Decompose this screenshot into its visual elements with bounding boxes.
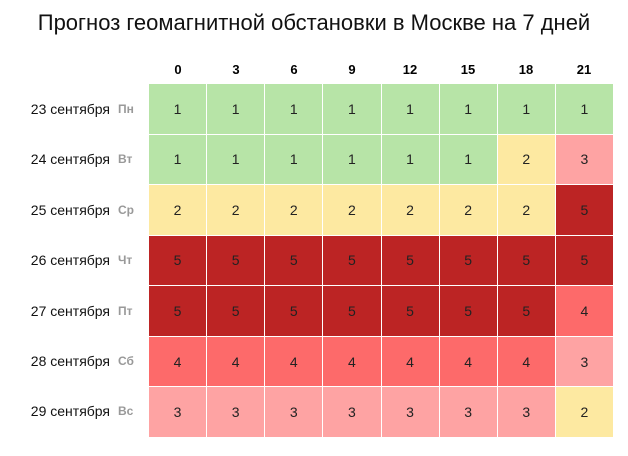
heatmap-cell: 5 <box>497 286 555 336</box>
heatmap-cell: 1 <box>207 134 265 185</box>
weekday-label: Сб <box>118 354 134 368</box>
heatmap-cell: 5 <box>555 185 613 235</box>
weekday-label: Чт <box>118 253 133 268</box>
heatmap-cell: 5 <box>555 235 613 286</box>
heatmap-cell: 3 <box>555 336 613 387</box>
heatmap-cell: 2 <box>207 185 265 235</box>
heatmap-cell: 5 <box>265 286 323 336</box>
heatmap-cell: 3 <box>381 387 439 437</box>
heatmap-cell: 5 <box>439 286 497 336</box>
heatmap-cell: 1 <box>555 84 613 134</box>
heatmap-cell: 1 <box>323 84 381 134</box>
heatmap-cell: 5 <box>497 235 555 286</box>
heatmap-cell: 1 <box>323 134 381 185</box>
heatmap-cell: 1 <box>439 84 497 134</box>
hour-header: 12 <box>402 62 418 77</box>
heatmap-cell: 3 <box>265 387 323 437</box>
weekday-label: Пт <box>118 303 133 318</box>
row-label: 26 сентября Чт <box>0 235 140 285</box>
heatmap-cell: 2 <box>381 185 439 235</box>
heatmap-cell: 4 <box>381 336 439 387</box>
heatmap-cell: 1 <box>381 84 439 134</box>
row-label: 28 сентября Сб <box>0 336 140 386</box>
date-label: 26 сентября <box>30 252 110 269</box>
heatmap-cell: 1 <box>381 134 439 185</box>
heatmap-cell: 2 <box>497 134 555 185</box>
heatmap-cell: 3 <box>439 387 497 437</box>
heatmap-cell: 1 <box>497 84 555 134</box>
date-label: 27 сентября <box>30 302 110 319</box>
heatmap-cell: 5 <box>439 235 497 286</box>
row-label: 23 сентября Пн <box>0 84 140 134</box>
hour-header: 9 <box>348 62 356 77</box>
heatmap-cell: 5 <box>149 235 207 286</box>
heatmap-cell: 5 <box>323 286 381 336</box>
heatmap-cell: 1 <box>265 134 323 185</box>
weekday-label: Пн <box>118 102 134 116</box>
heatmap-cell: 4 <box>149 336 207 387</box>
heatmap-cell: 2 <box>265 185 323 235</box>
heatmap-cell: 1 <box>149 134 207 185</box>
hour-header: 0 <box>174 62 182 77</box>
heatmap-cell: 5 <box>149 286 207 336</box>
heatmap-cell: 4 <box>439 336 497 387</box>
date-label: 25 сентября <box>30 201 110 218</box>
date-label: 29 сентября <box>30 403 110 420</box>
row-label: 27 сентября Пт <box>0 286 140 336</box>
heatmap-cell: 1 <box>439 134 497 185</box>
heatmap-cell: 4 <box>323 336 381 387</box>
heatmap-cell: 2 <box>323 185 381 235</box>
heatmap-cell: 5 <box>207 286 265 336</box>
heatmap-cell: 3 <box>555 134 613 185</box>
date-label: 28 сентября <box>30 353 110 369</box>
weekday-label: Ср <box>118 202 134 217</box>
row-label: 29 сентября Вс <box>0 386 140 436</box>
heatmap-cell: 2 <box>497 185 555 235</box>
row-label: 24 сентября Вт <box>0 134 140 184</box>
heatmap-cell: 3 <box>207 387 265 437</box>
heatmap-cell: 5 <box>265 235 323 286</box>
heatmap-cell: 5 <box>381 286 439 336</box>
chart-title: Прогноз геомагнитной обстановки в Москве… <box>37 10 591 35</box>
hour-header: 3 <box>232 62 240 77</box>
hour-header: 6 <box>290 62 298 77</box>
row-label: 25 сентября Ср <box>0 185 140 235</box>
hour-header: 18 <box>518 62 534 77</box>
date-label: 23 сентября <box>30 101 110 117</box>
heatmap-cell: 4 <box>497 336 555 387</box>
heatmap-cell: 5 <box>381 235 439 286</box>
heatmap-cell: 4 <box>265 336 323 387</box>
heatmap-cell: 3 <box>497 387 555 437</box>
heatmap-cell: 5 <box>207 235 265 286</box>
heatmap-cell: 2 <box>555 387 613 437</box>
heatmap-cell: 3 <box>323 387 381 437</box>
heatmap-cell: 1 <box>149 84 207 134</box>
hour-header: 15 <box>460 62 476 77</box>
hour-header: 21 <box>576 62 592 77</box>
heatmap-cell: 4 <box>207 336 265 387</box>
date-label: 24 сентября <box>30 151 110 168</box>
heatmap-cell: 1 <box>207 84 265 134</box>
weekday-label: Вс <box>118 404 134 419</box>
heatmap-cell: 2 <box>149 185 207 235</box>
heatmap-cell: 2 <box>439 185 497 235</box>
heatmap-cell: 4 <box>555 286 613 336</box>
heatmap-cell: 3 <box>149 387 207 437</box>
heatmap-cell: 1 <box>265 84 323 134</box>
heatmap-cell: 5 <box>323 235 381 286</box>
weekday-label: Вт <box>118 152 133 167</box>
